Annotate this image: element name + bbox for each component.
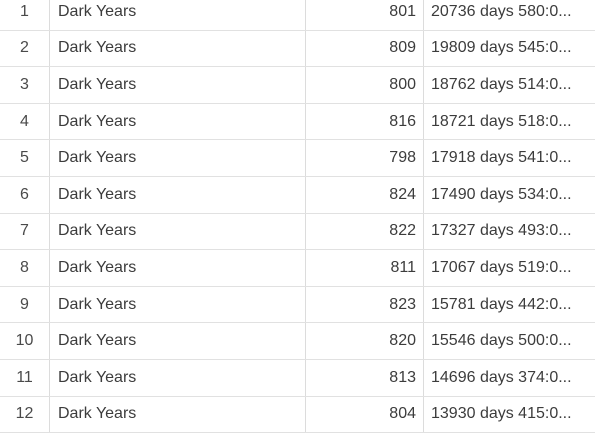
cell-duration-text: 19809 days 545:0... [431,39,572,57]
row-index: 5 [0,140,50,176]
cell-duration[interactable]: 14696 days 374:0... [424,360,595,396]
table-row[interactable]: 9 Dark Years 823 15781 days 442:0... [0,286,595,324]
cell-name[interactable]: Dark Years [50,396,306,433]
cell-value[interactable]: 813 [306,359,424,396]
table-row[interactable]: 8 Dark Years 811 17067 days 519:0... [0,250,595,287]
cell-value[interactable]: 798 [306,140,424,176]
cell-duration[interactable]: 19809 days 545:0... [424,31,595,67]
cell-duration[interactable]: 15546 days 500:0... [424,323,595,359]
cell-duration-text: 13930 days 415:0... [431,405,572,423]
table-row[interactable]: 3 Dark Years 800 18762 days 514:0... [0,67,595,104]
cell-value[interactable]: 816 [306,103,424,140]
cell-duration-text: 18721 days 518:0... [431,112,572,130]
cell-name[interactable]: Dark Years [50,323,306,359]
cell-name[interactable]: Dark Years [50,0,306,30]
cell-duration-text: 14696 days 374:0... [431,368,572,386]
cell-duration[interactable]: 15781 days 442:0... [424,287,595,323]
cell-name[interactable]: Dark Years [50,176,306,213]
table-row[interactable]: 4 Dark Years 816 18721 days 518:0... [0,103,595,141]
cell-duration-text: 17918 days 541:0... [431,149,572,167]
cell-name[interactable]: Dark Years [50,30,306,67]
cell-duration-text: 17490 days 534:0... [431,185,572,203]
cell-value[interactable]: 824 [306,176,424,213]
row-index: 9 [0,286,50,323]
row-index: 1 [0,0,50,30]
cell-name[interactable]: Dark Years [50,286,306,323]
cell-duration[interactable]: 17490 days 534:0... [424,177,595,213]
row-index: 11 [0,359,50,396]
cell-value[interactable]: 822 [306,213,424,250]
cell-value[interactable]: 820 [306,323,424,359]
cell-name[interactable]: Dark Years [50,213,306,250]
row-index: 6 [0,176,50,213]
cell-duration[interactable]: 17067 days 519:0... [424,250,595,286]
cell-duration-text: 15781 days 442:0... [431,295,572,313]
row-index: 3 [0,67,50,103]
cell-duration-text: 18762 days 514:0... [431,75,572,93]
cell-value[interactable]: 801 [306,0,424,30]
cell-name[interactable]: Dark Years [50,359,306,396]
table-row[interactable]: 2 Dark Years 809 19809 days 545:0... [0,30,595,68]
row-index: 8 [0,250,50,286]
cell-value[interactable]: 811 [306,250,424,286]
table-row[interactable]: 12 Dark Years 804 13930 days 415:0... [0,396,595,434]
table-row[interactable]: 6 Dark Years 824 17490 days 534:0... [0,176,595,214]
cell-duration-text: 17067 days 519:0... [431,258,572,276]
cell-value[interactable]: 823 [306,286,424,323]
row-index: 4 [0,103,50,140]
row-index: 2 [0,30,50,67]
table-row[interactable]: 7 Dark Years 822 17327 days 493:0... [0,213,595,251]
cell-name[interactable]: Dark Years [50,67,306,103]
table-row[interactable]: 11 Dark Years 813 14696 days 374:0... [0,359,595,397]
table-row[interactable]: 5 Dark Years 798 17918 days 541:0... [0,140,595,177]
cell-name[interactable]: Dark Years [50,103,306,140]
cell-value[interactable]: 800 [306,67,424,103]
cell-duration-text: 20736 days 580:0... [431,2,572,20]
cell-duration[interactable]: 18762 days 514:0... [424,67,595,103]
cell-name[interactable]: Dark Years [50,250,306,286]
table-row[interactable]: 1 Dark Years 801 20736 days 580:0... [0,0,595,31]
cell-value[interactable]: 804 [306,396,424,433]
row-index: 10 [0,323,50,359]
cell-duration-text: 17327 days 493:0... [431,222,572,240]
cell-duration[interactable]: 17918 days 541:0... [424,140,595,176]
row-index: 12 [0,396,50,433]
cell-duration-text: 15546 days 500:0... [431,332,572,350]
cell-value[interactable]: 809 [306,30,424,67]
cell-duration[interactable]: 13930 days 415:0... [424,397,595,433]
cell-duration[interactable]: 18721 days 518:0... [424,104,595,140]
row-index: 7 [0,213,50,250]
cell-duration[interactable]: 20736 days 580:0... [424,0,595,30]
cell-name[interactable]: Dark Years [50,140,306,176]
table-row[interactable]: 10 Dark Years 820 15546 days 500:0... [0,323,595,360]
cell-duration[interactable]: 17327 days 493:0... [424,214,595,250]
